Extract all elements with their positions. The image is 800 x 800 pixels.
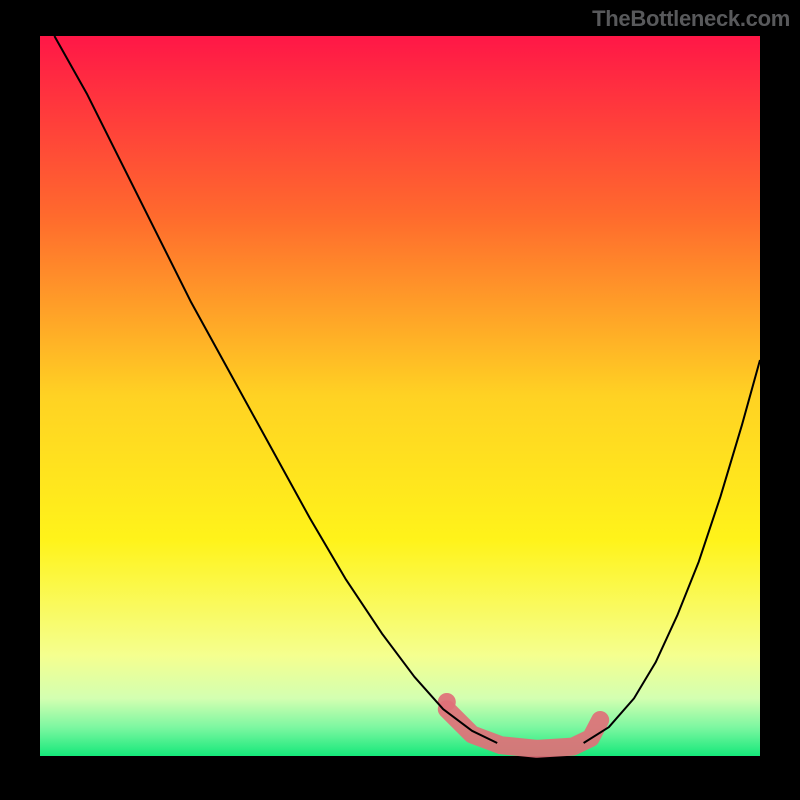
watermark: TheBottleneck.com [592, 6, 790, 32]
chart-svg [0, 0, 800, 800]
bottleneck-chart: TheBottleneck.com [0, 0, 800, 800]
